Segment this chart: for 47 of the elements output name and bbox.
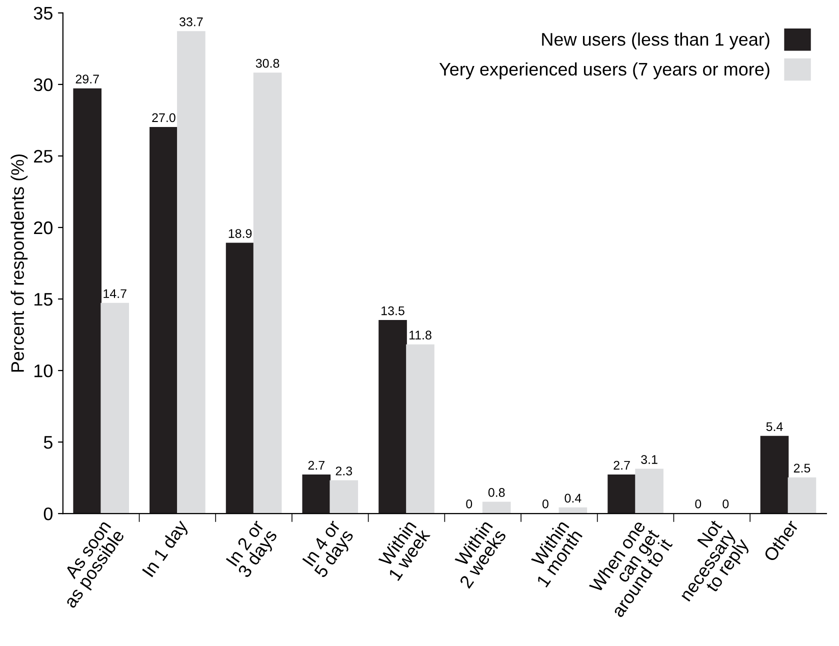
y-tick-label: 30: [34, 78, 52, 92]
data-label: 18.9: [228, 229, 252, 238]
bar: [330, 480, 358, 514]
y-tick-label: 0: [44, 508, 52, 520]
data-label: 0.4: [564, 494, 582, 503]
data-label: 0.8: [488, 488, 505, 497]
data-label: 27.0: [152, 113, 176, 122]
data-label: 5.4: [766, 422, 783, 432]
bar: [635, 468, 664, 514]
y-tick-label: 35: [34, 6, 52, 20]
data-label: 2.5: [794, 464, 810, 473]
bar: [302, 474, 331, 514]
data-label: 30.8: [256, 58, 280, 68]
bar: [788, 477, 816, 514]
y-axis-title: Percent of respondents (%): [10, 154, 28, 372]
data-label: 33.7: [180, 17, 203, 26]
y-tick-label: 5: [44, 436, 52, 449]
data-label: 2.7: [614, 460, 630, 470]
bar: [73, 88, 102, 514]
bar: [253, 72, 282, 514]
data-label: 0: [695, 499, 702, 508]
bar: [100, 302, 130, 514]
data-label: 13.5: [382, 306, 404, 316]
y-tick-label: 20: [34, 221, 52, 234]
y-tick-label: 15: [34, 293, 52, 306]
bar: [482, 502, 511, 514]
data-label: 29.7: [76, 74, 99, 84]
data-label: 0: [542, 499, 548, 508]
bar: [760, 436, 789, 514]
data-label: 11.8: [409, 330, 432, 340]
data-label: 3.1: [641, 455, 658, 464]
bar: [177, 31, 206, 514]
bar: [226, 242, 254, 514]
data-label: 2.7: [308, 460, 324, 470]
bar: [406, 344, 434, 514]
data-label: 2.3: [336, 466, 352, 476]
legend-label: New users (less than 1 year): [542, 32, 770, 50]
bar: [608, 474, 636, 514]
bar: [150, 126, 178, 514]
y-tick-label: 10: [34, 364, 52, 378]
y-tick-label: 25: [34, 150, 52, 163]
data-label: 14.7: [104, 289, 126, 298]
data-label: 0: [466, 499, 472, 508]
data-label: 0: [722, 499, 729, 508]
legend-label: Yery experienced users (7 years or more): [439, 62, 770, 80]
bar: [378, 320, 407, 514]
x-tick-label: In 1 day: [142, 518, 192, 580]
